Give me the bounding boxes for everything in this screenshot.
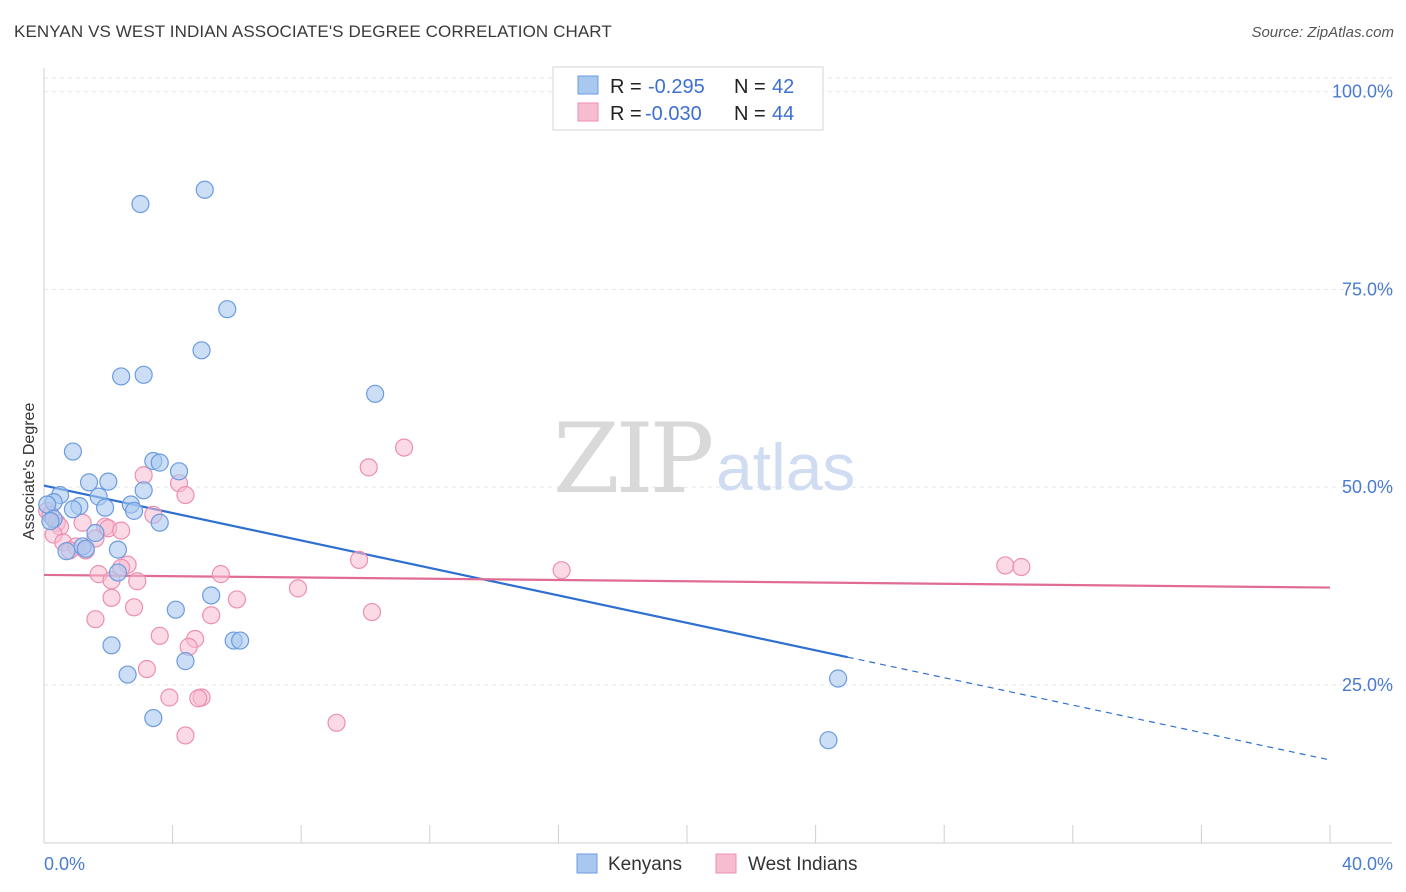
kenyans-point-29 [108,540,128,559]
kenyans-point-41 [819,731,838,750]
kenyans-point-22 [124,501,144,520]
kenyans-point-13 [134,481,153,500]
kenyans-point-37 [176,652,195,671]
kenyans-trend-extension [847,656,1331,761]
west-indians-point-25 [552,561,571,580]
kenyans-point-24 [41,512,60,531]
kenyans-point-5 [134,365,153,384]
west-indians-point-34 [362,602,382,622]
y-tick-label-100: 100.0% [1332,82,1393,102]
y-tick-label-75: 75.0% [1342,279,1393,299]
west-indians-point-26 [996,556,1015,575]
west-indians-point-4 [176,485,195,505]
kenyans-point-28 [57,542,76,561]
y-tick-labels: 25.0% 50.0% 75.0% 100.0% [1332,82,1393,695]
kenyans-point-0 [131,194,150,214]
kenyans-point-31 [108,563,128,582]
kenyans-trend-line [43,484,848,659]
west-indians-point-32 [227,590,246,609]
chart-source: Source: ZipAtlas.com [1251,24,1394,41]
west-indians-trend-line [43,573,1331,589]
legend-r-label-kenyans: R = [610,76,642,98]
west-indians-point-40 [137,659,156,679]
x-tick-label-max: 40.0% [1342,854,1393,874]
kenyans-point-40 [144,708,163,728]
west-indians-points [38,438,1031,745]
kenyans-points [38,180,848,750]
kenyans-point-36 [102,636,121,655]
kenyans-point-11 [79,473,99,492]
legend-swatch-kenyans [577,75,599,95]
kenyans-point-7 [63,442,83,461]
legend-n-value-kenyans: 42 [772,76,794,98]
west-indians-point-30 [288,579,308,598]
trend-lines [43,484,1331,761]
stats-legend: R = -0.295 N = 42 R = -0.030 N = 44 [552,66,824,131]
west-indians-point-41 [160,688,179,707]
west-indians-point-0 [394,438,414,457]
kenyans-point-6 [366,384,385,403]
west-indians-point-44 [327,713,346,732]
west-indians-point-43 [189,689,208,708]
kenyans-point-38 [118,665,137,684]
kenyans-point-33 [166,600,185,619]
legend-r-value-west-indians: -0.030 [645,103,702,125]
west-indians-point-33 [124,598,144,617]
x-ticks [43,825,1331,843]
legend-swatch-west-indians [577,102,599,122]
kenyans-point-4 [112,367,131,386]
watermark-zip: ZIP [553,403,712,515]
west-indians-point-31 [102,588,121,607]
axes [43,68,1392,844]
bottom-legend-kenyans: Kenyans [608,854,682,875]
kenyans-point-10 [169,462,189,481]
kenyans-point-26 [86,523,105,543]
kenyans-point-32 [202,586,221,605]
y-tick-label-25: 25.0% [1342,675,1393,695]
legend-n-label-kenyans: N = [734,76,766,98]
series-legend: Kenyans West Indians [576,853,857,875]
west-indians-point-35 [202,606,221,625]
bottom-legend-west-indians: West Indians [748,854,857,875]
bottom-legend-swatch-kenyans [576,853,598,874]
kenyans-point-39 [829,669,848,688]
kenyans-point-1 [195,180,214,199]
legend-r-label-west-indians: R = [610,103,642,125]
kenyans-point-35 [231,631,250,650]
bottom-legend-swatch-west-indians [715,853,737,874]
west-indians-point-27 [1012,557,1031,577]
gridlines [44,77,1392,686]
legend-n-value-west-indians: 44 [772,103,794,125]
west-indians-point-45 [176,726,195,745]
y-tick-label-50: 50.0% [1342,477,1393,497]
west-indians-point-37 [150,626,169,645]
west-indians-point-20 [349,550,369,569]
kenyans-point-20 [95,498,115,517]
watermark-atlas: atlas [716,430,855,504]
kenyans-point-25 [150,513,169,532]
y-axis-label: Associate's Degree [21,403,38,540]
west-indians-point-23 [211,565,230,584]
kenyans-point-3 [192,341,211,360]
west-indians-point-36 [86,610,105,629]
west-indians-point-1 [359,458,378,477]
kenyans-point-9 [150,453,169,472]
x-tick-label-min: 0.0% [44,854,85,874]
chart-title: KENYAN VS WEST INDIAN ASSOCIATE'S DEGREE… [14,22,612,41]
kenyans-point-2 [218,300,237,319]
kenyans-point-21 [63,500,83,519]
west-indians-point-29 [128,572,147,591]
kenyans-point-30 [76,539,95,558]
legend-n-label-west-indians: N = [734,103,766,125]
kenyans-point-12 [99,472,118,491]
watermark: ZIP atlas [553,403,855,515]
legend-r-value-kenyans: -0.295 [648,76,705,98]
west-indians-point-13 [112,521,131,540]
